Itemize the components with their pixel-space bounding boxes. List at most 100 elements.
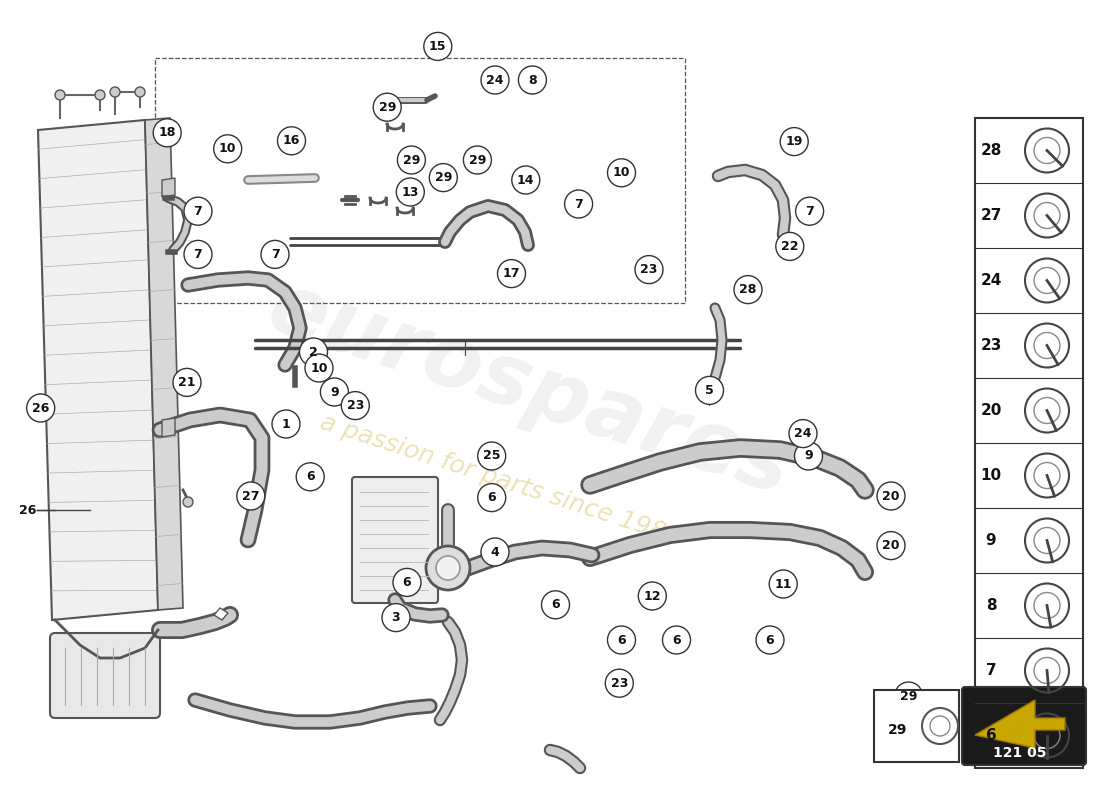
Circle shape: [184, 198, 212, 226]
Circle shape: [695, 376, 724, 405]
Text: 7: 7: [271, 248, 279, 261]
Text: 15: 15: [429, 40, 447, 53]
Circle shape: [397, 146, 426, 174]
Text: 13: 13: [402, 186, 419, 198]
Circle shape: [153, 118, 182, 146]
Text: 28: 28: [739, 283, 757, 296]
Circle shape: [789, 419, 817, 448]
Text: 7: 7: [194, 248, 202, 261]
Polygon shape: [214, 608, 228, 620]
Circle shape: [183, 497, 192, 507]
Text: 6: 6: [487, 491, 496, 504]
Text: 6: 6: [986, 728, 997, 743]
Text: 9: 9: [330, 386, 339, 398]
Circle shape: [424, 32, 452, 60]
Circle shape: [607, 626, 636, 654]
Text: 20: 20: [882, 539, 900, 552]
Circle shape: [396, 178, 425, 206]
Circle shape: [173, 368, 201, 396]
Circle shape: [541, 590, 570, 619]
Circle shape: [512, 166, 540, 194]
Text: 18: 18: [158, 126, 176, 139]
Text: 19: 19: [785, 135, 803, 148]
Circle shape: [236, 482, 265, 510]
Text: 6: 6: [551, 598, 560, 611]
Circle shape: [776, 232, 804, 261]
Polygon shape: [39, 120, 158, 620]
Text: 28: 28: [980, 143, 1002, 158]
Circle shape: [110, 87, 120, 97]
Circle shape: [299, 338, 328, 366]
Text: 23: 23: [980, 338, 1002, 353]
Text: 2: 2: [309, 346, 318, 358]
Text: 7: 7: [194, 205, 202, 218]
Text: 7: 7: [574, 198, 583, 210]
Bar: [975, 118, 1084, 768]
Circle shape: [518, 66, 547, 94]
FancyBboxPatch shape: [352, 477, 438, 603]
Bar: [874, 690, 959, 762]
Circle shape: [877, 482, 905, 510]
Text: eurospares: eurospares: [258, 266, 802, 514]
Text: 16: 16: [283, 134, 300, 147]
Text: 8: 8: [528, 74, 537, 86]
Circle shape: [305, 354, 333, 382]
Circle shape: [607, 158, 636, 186]
Circle shape: [320, 378, 349, 406]
Circle shape: [894, 682, 923, 710]
Text: 25: 25: [483, 450, 500, 462]
Text: 26: 26: [20, 503, 36, 517]
Circle shape: [734, 275, 762, 303]
Circle shape: [382, 604, 410, 632]
Text: 11: 11: [774, 578, 792, 590]
Circle shape: [296, 462, 324, 490]
Text: 29: 29: [378, 101, 396, 114]
FancyBboxPatch shape: [50, 633, 160, 718]
Text: 24: 24: [980, 273, 1002, 288]
Circle shape: [481, 66, 509, 94]
Text: 29: 29: [469, 154, 486, 166]
Text: 9: 9: [804, 450, 813, 462]
Text: 27: 27: [980, 208, 1002, 223]
Text: 9: 9: [986, 533, 997, 548]
Circle shape: [481, 538, 509, 566]
Polygon shape: [162, 418, 175, 437]
Text: 6: 6: [403, 576, 411, 589]
Text: 6: 6: [766, 634, 774, 646]
Text: 23: 23: [610, 677, 628, 690]
Text: 24: 24: [486, 74, 504, 86]
Circle shape: [605, 669, 634, 697]
Text: 21: 21: [178, 376, 196, 389]
Text: 17: 17: [503, 267, 520, 280]
Circle shape: [135, 87, 145, 97]
Text: 29: 29: [403, 154, 420, 166]
Circle shape: [662, 626, 691, 654]
Bar: [155, 58, 685, 303]
Circle shape: [436, 556, 460, 580]
Circle shape: [184, 240, 212, 269]
Circle shape: [497, 259, 526, 288]
Text: 10: 10: [219, 142, 236, 155]
Text: 10: 10: [310, 362, 328, 374]
Text: 10: 10: [980, 468, 1002, 483]
Circle shape: [635, 256, 663, 284]
Text: 14: 14: [517, 174, 535, 186]
Circle shape: [429, 164, 458, 192]
Circle shape: [756, 626, 784, 654]
Text: 6: 6: [672, 634, 681, 646]
Circle shape: [272, 410, 300, 438]
Text: 7: 7: [986, 663, 997, 678]
Text: 12: 12: [644, 590, 661, 602]
Circle shape: [26, 394, 55, 422]
Circle shape: [373, 93, 402, 122]
Circle shape: [341, 392, 370, 419]
Text: 1: 1: [282, 418, 290, 430]
Circle shape: [564, 190, 593, 218]
Text: 8: 8: [986, 598, 997, 613]
Circle shape: [794, 442, 823, 470]
Circle shape: [477, 483, 506, 512]
Text: 6: 6: [617, 634, 626, 646]
Circle shape: [463, 146, 492, 174]
Circle shape: [769, 570, 798, 598]
Circle shape: [780, 127, 808, 155]
